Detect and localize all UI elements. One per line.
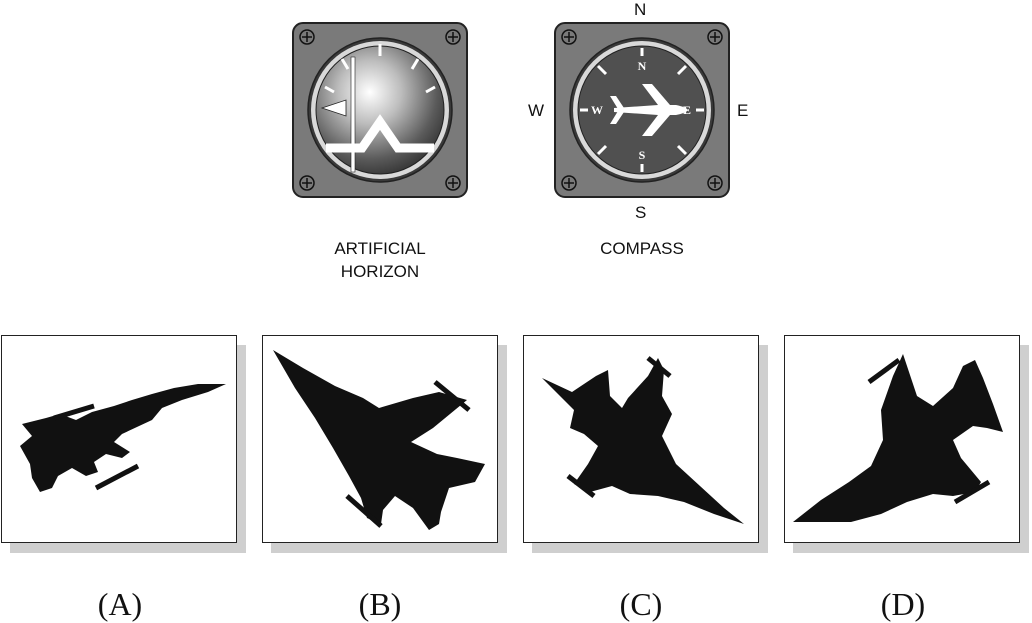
compass-instrument: N S W E bbox=[554, 22, 730, 198]
option-c-label: (C) bbox=[619, 586, 663, 622]
artificial-horizon-label-line2: HORIZON bbox=[340, 262, 420, 281]
artificial-horizon-label: ARTIFICIAL HORIZON bbox=[300, 237, 460, 283]
jet-silhouette-d bbox=[793, 354, 1003, 522]
option-d-panel[interactable] bbox=[784, 335, 1020, 543]
compass-dial-n: N bbox=[637, 59, 647, 73]
artificial-horizon-label-line1: ARTIFICIAL bbox=[334, 239, 426, 258]
compass-label: COMPASS bbox=[600, 239, 684, 258]
option-b-panel[interactable] bbox=[262, 335, 498, 543]
option-a-panel[interactable] bbox=[1, 335, 237, 543]
option-b-label: (B) bbox=[358, 586, 402, 622]
compass-outer-w: W bbox=[528, 101, 545, 120]
compass-dial-w: W bbox=[591, 103, 603, 117]
artificial-horizon-instrument bbox=[292, 22, 468, 198]
jet-silhouette-c bbox=[542, 358, 744, 524]
compass-dial-s: S bbox=[638, 148, 646, 162]
option-a-label: (A) bbox=[97, 586, 143, 622]
compass-dial-e: E bbox=[682, 103, 691, 117]
jet-silhouette-a bbox=[20, 384, 226, 492]
option-d-label: (D) bbox=[880, 586, 926, 622]
compass-outer-s: S bbox=[635, 203, 647, 222]
option-c-panel[interactable] bbox=[523, 335, 759, 543]
compass-outer-e: E bbox=[737, 101, 749, 120]
jet-silhouette-b bbox=[273, 350, 485, 530]
compass-outer-n: N bbox=[634, 0, 647, 19]
